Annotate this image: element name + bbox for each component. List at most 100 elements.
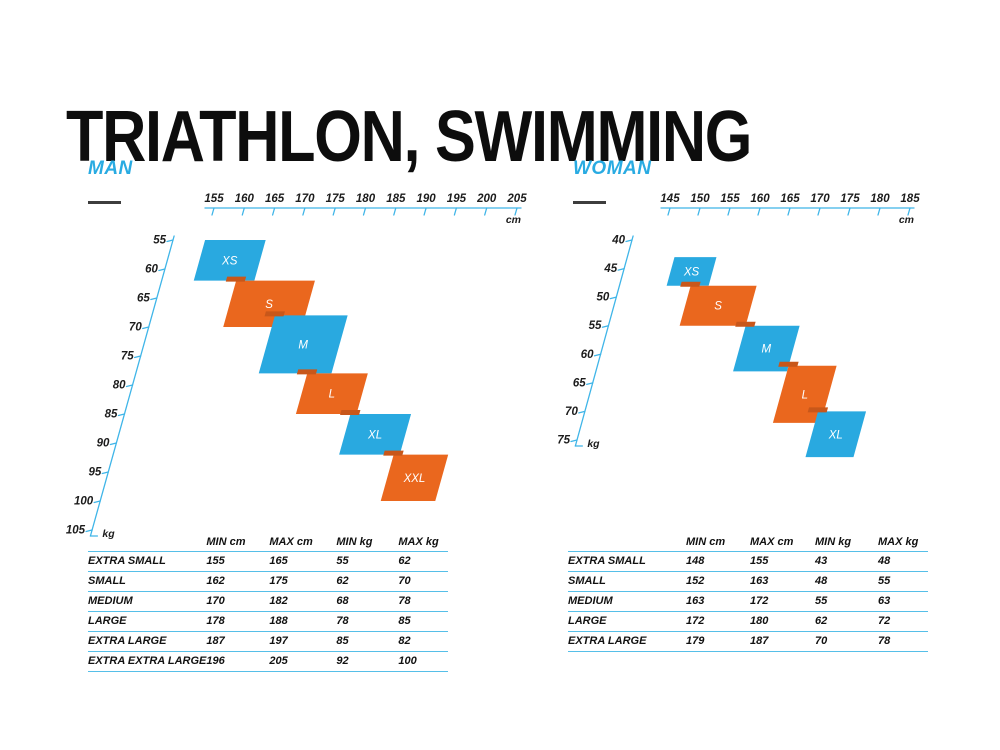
man-table-body: EXTRA SMALL 155 165 55 62 SMALL 162 175 62 70 MEDI… (88, 551, 449, 671)
x-tick-label: 180 (870, 193, 890, 205)
size-value-cell: 48 (815, 575, 828, 587)
y-tick-label: 75 (121, 351, 134, 363)
size-value-cell: 55 (878, 575, 891, 587)
size-region-m (733, 325, 800, 372)
column-header: MAX kg (878, 536, 919, 549)
y-axis-tick (109, 442, 118, 446)
size-value-cell: 78 (878, 635, 891, 647)
size-name-cell: EXTRA SMALL (568, 555, 646, 567)
column-header (88, 534, 206, 551)
size-value-cell: 78 (336, 615, 349, 627)
size-value-cell: 162 (206, 575, 225, 587)
y-axis-tick (85, 529, 93, 533)
table-row: LARGE 178 188 78 85 (88, 611, 449, 631)
x-axis-tick (787, 207, 791, 216)
table-header-row: MIN cm MAX cm MIN kg MAX kg (88, 534, 449, 551)
x-axis-tick (362, 207, 367, 216)
x-tick-label: 155 (204, 193, 224, 205)
y-tick-label: 70 (129, 322, 142, 334)
size-name-cell: LARGE (88, 615, 127, 627)
size-value-cell: 165 (269, 555, 288, 567)
table-row: LARGE 172 180 62 72 (568, 611, 928, 631)
x-axis-tick (757, 207, 761, 216)
y-tick-label: 100 (74, 496, 94, 508)
x-tick-label: 180 (356, 193, 376, 205)
size-region-s (679, 285, 757, 326)
size-value-cell: 187 (750, 635, 769, 647)
size-value-cell: 163 (750, 575, 769, 587)
column-header: MIN cm (206, 536, 246, 549)
x-axis-tick (697, 207, 701, 216)
x-tick-label: 175 (840, 193, 860, 205)
column-header: MAX cm (269, 536, 313, 549)
size-value-cell: 100 (398, 655, 417, 667)
size-value-cell: 179 (686, 635, 705, 647)
size-value-cell: 152 (686, 575, 705, 587)
x-tick-label: 205 (506, 193, 527, 205)
column-header: MIN cm (686, 536, 726, 549)
x-axis-tick (727, 207, 731, 216)
y-tick-label: 75 (557, 435, 570, 447)
table-row: MEDIUM 163 172 55 63 (568, 591, 928, 611)
y-axis-tick (593, 353, 602, 357)
size-region-xs (666, 257, 717, 286)
man-legend-dash (88, 201, 121, 204)
y-tick-label: 40 (611, 235, 625, 247)
y-tick-label: 65 (137, 293, 150, 305)
size-overlap-accent (383, 450, 404, 456)
x-axis-tick (332, 207, 336, 216)
woman-chart-title: WOMAN (573, 158, 652, 179)
table-header-row: MIN cm MAX cm MIN kg MAX kg (568, 534, 928, 551)
man-chart: 155 160 165 170 175 180 185 190 195 200 205 cm 55 60 6… (66, 193, 527, 540)
x-tick-label: 145 (660, 193, 680, 205)
x-tick-label: 165 (265, 193, 285, 205)
y-axis-tick (101, 471, 109, 475)
size-value-cell: 148 (686, 555, 705, 567)
y-axis-tick (142, 326, 150, 330)
size-value-cell: 85 (398, 615, 411, 627)
column-header: MAX cm (750, 536, 794, 549)
woman-table-header: MIN cm MAX cm MIN kg MAX kg (568, 534, 928, 551)
x-axis-tick (484, 207, 488, 216)
size-region-xxl (380, 454, 449, 501)
column-header: MAX kg (398, 536, 439, 549)
y-axis-tick (625, 239, 633, 243)
size-value-cell: 197 (269, 635, 288, 647)
size-value-cell: 55 (336, 555, 349, 567)
woman-chart: 145 150 155 160 165 170 175 180 185 cm 40 45 50 55 60 6… (557, 193, 920, 458)
y-axis-tick (158, 268, 166, 272)
size-overlap-accent (735, 321, 756, 327)
x-tick-label: 185 (386, 193, 406, 205)
size-region-l (295, 373, 368, 414)
woman-legend-dash (573, 201, 606, 204)
size-value-cell: 155 (750, 555, 769, 567)
size-value-cell: 92 (336, 655, 349, 667)
y-tick-label: 60 (145, 264, 158, 276)
x-axis-tick (423, 207, 427, 216)
y-tick-label: 65 (573, 377, 586, 389)
x-axis-tick (514, 207, 518, 216)
man-size-table: MIN cm MAX cm MIN kg MAX kg EXTRA SMALL 155 1… (88, 534, 449, 672)
size-overlap-accent (264, 311, 285, 317)
x-tick-label: 160 (750, 193, 770, 205)
table-row: EXTRA EXTRA LARGE 196 205 92 100 (88, 651, 449, 671)
size-value-cell: 196 (206, 655, 225, 667)
size-overlap-accent (225, 276, 247, 282)
size-value-cell: 48 (878, 555, 891, 567)
x-axis-unit-label: cm (506, 214, 521, 226)
x-axis-tick (393, 207, 397, 216)
y-axis (89, 235, 175, 537)
man-chart-title: MAN (88, 158, 133, 179)
size-value-cell: 55 (815, 595, 828, 607)
size-value-cell: 62 (336, 575, 349, 587)
size-region-label: XL (367, 429, 382, 441)
table-row: MEDIUM 170 182 68 78 (88, 591, 449, 611)
x-axis-tick (817, 207, 821, 216)
column-header (568, 534, 686, 551)
y-axis-unit-label: kg (587, 438, 600, 450)
size-region-label: S (265, 299, 273, 311)
y-axis-tick (93, 500, 101, 504)
x-tick-label: 160 (235, 193, 255, 205)
size-value-cell: 62 (398, 555, 411, 567)
